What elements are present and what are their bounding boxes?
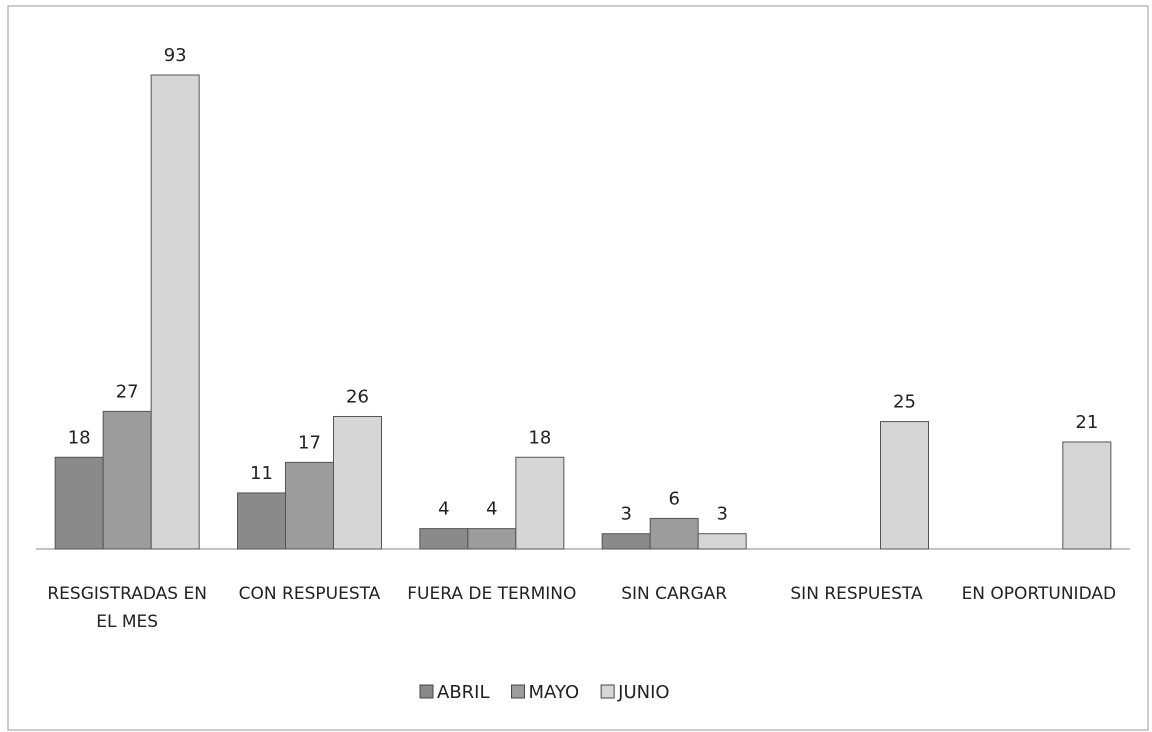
x-tick-label: EN OPORTUNIDAD bbox=[961, 584, 1117, 604]
data-label: 93 bbox=[164, 45, 187, 66]
legend-label: JUNIO bbox=[617, 682, 669, 703]
bar bbox=[601, 533, 651, 550]
x-tick-label: FUERA DE TERMINO bbox=[407, 584, 577, 604]
bar bbox=[880, 421, 929, 550]
chart-border bbox=[7, 5, 1149, 731]
bar bbox=[649, 517, 699, 550]
data-label: 4 bbox=[438, 499, 449, 520]
bar bbox=[150, 74, 200, 550]
bar bbox=[237, 492, 286, 550]
x-tick-label: SIN CARGAR bbox=[621, 584, 728, 604]
data-label: 21 bbox=[1075, 412, 1098, 433]
data-label: 17 bbox=[298, 432, 321, 453]
data-label: 6 bbox=[668, 488, 679, 509]
data-label: 3 bbox=[620, 504, 631, 525]
legend-label: ABRIL bbox=[437, 682, 490, 703]
x-tick-label: CON RESPUESTA bbox=[238, 584, 381, 604]
data-label: 18 bbox=[528, 427, 551, 448]
bar bbox=[54, 456, 104, 550]
data-label: 25 bbox=[893, 392, 916, 413]
data-label: 3 bbox=[716, 504, 727, 525]
bar bbox=[285, 461, 334, 550]
bar bbox=[333, 415, 382, 550]
legend-swatch bbox=[600, 684, 615, 699]
x-tick-label: RESGISTRADAS EN EL MES bbox=[47, 584, 207, 632]
bar bbox=[419, 528, 469, 550]
data-label: 26 bbox=[346, 386, 369, 407]
bar bbox=[102, 410, 152, 550]
x-tick-label: SIN RESPUESTA bbox=[790, 584, 923, 604]
data-label: 18 bbox=[68, 427, 91, 448]
legend-swatch bbox=[511, 684, 526, 699]
bar bbox=[467, 528, 517, 550]
legend-swatch bbox=[419, 684, 434, 699]
data-label: 11 bbox=[250, 463, 273, 484]
data-label: 4 bbox=[486, 499, 497, 520]
legend-label: MAYO bbox=[529, 682, 580, 703]
bar bbox=[515, 456, 565, 550]
data-label: 27 bbox=[116, 381, 139, 402]
bar bbox=[1062, 441, 1112, 550]
bar bbox=[697, 533, 747, 550]
